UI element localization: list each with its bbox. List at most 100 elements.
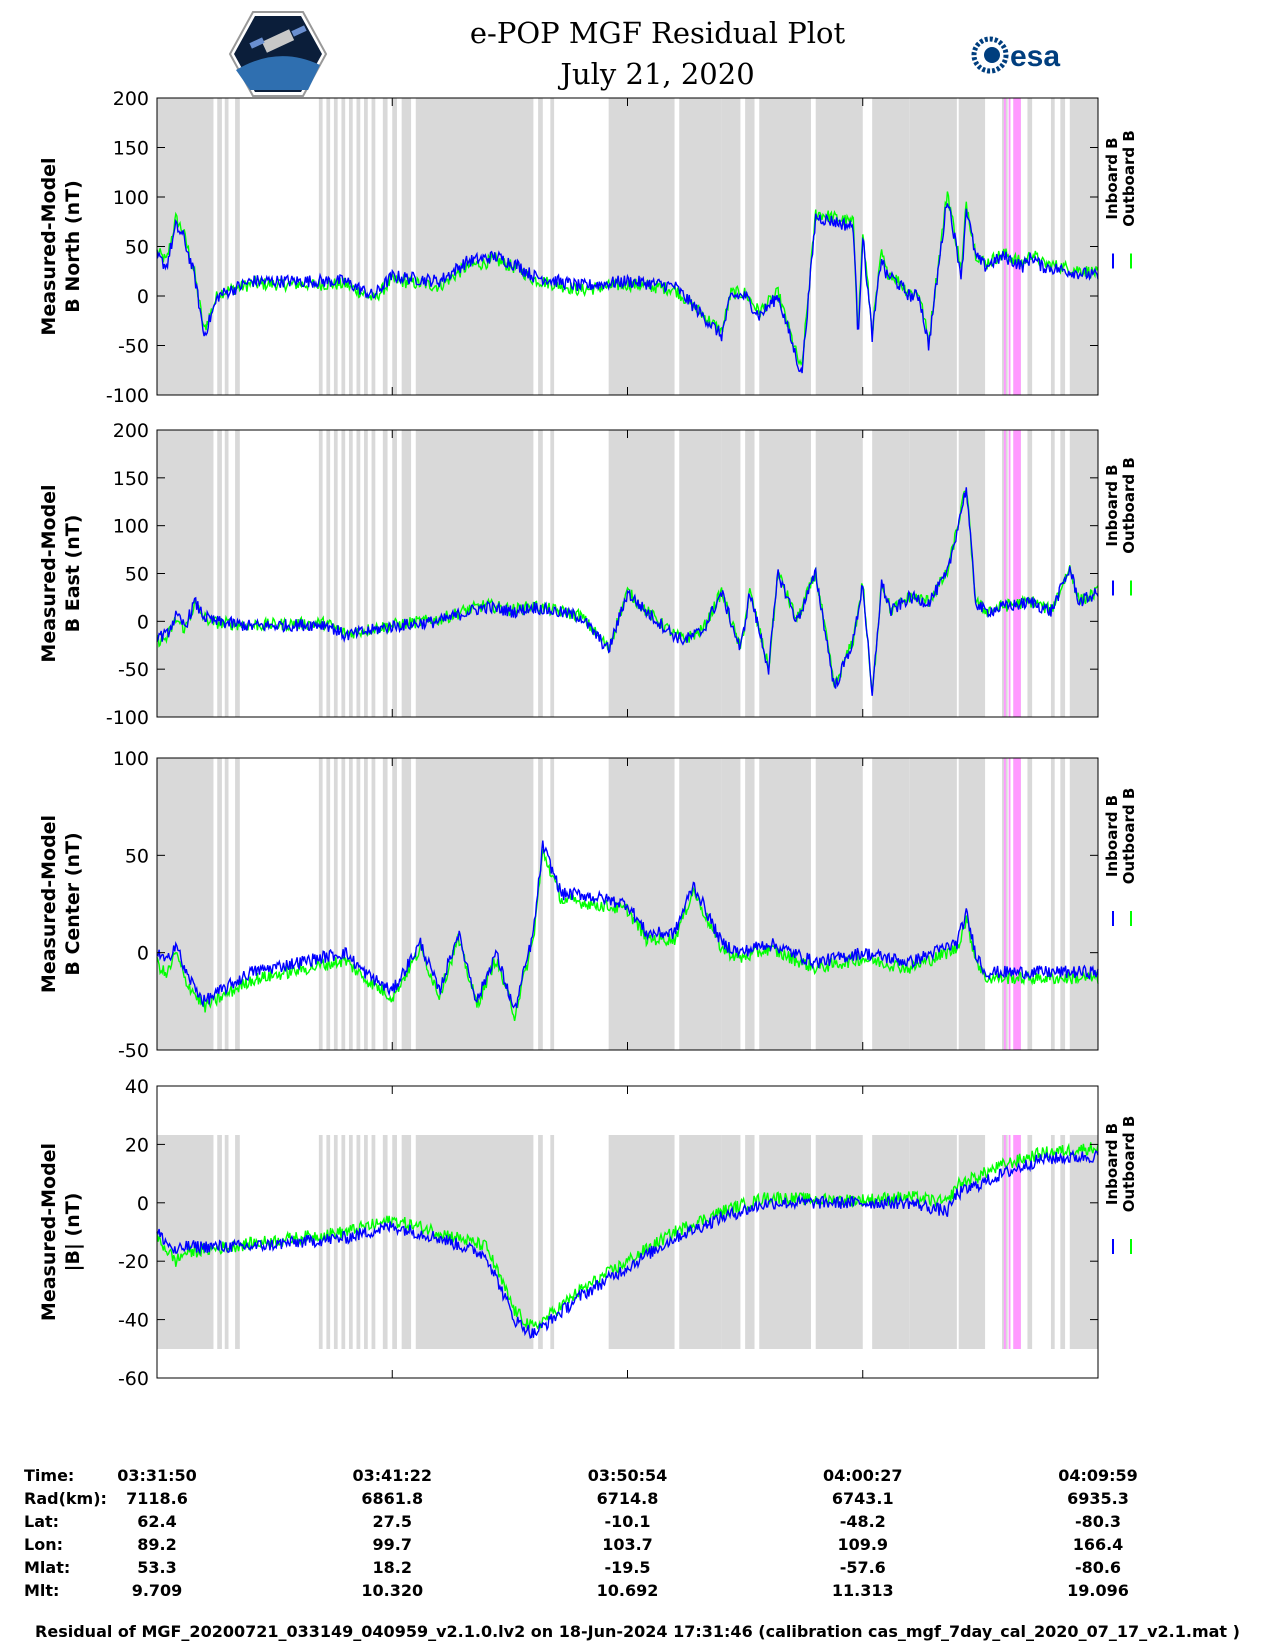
data-gap-band bbox=[608, 430, 675, 717]
data-gap-band bbox=[872, 758, 910, 1050]
panel-east: -100 -50 0 50 100 150 200 Measured-Model B East … bbox=[38, 420, 1138, 729]
data-gap-band bbox=[415, 758, 534, 1050]
data-gap-band bbox=[217, 98, 222, 395]
y-tick-label: 150 bbox=[113, 468, 149, 490]
y-tick-label: 100 bbox=[113, 748, 149, 770]
data-gap-band bbox=[371, 98, 376, 395]
data-gap-band bbox=[235, 98, 240, 395]
info-value: 03:41:22 bbox=[352, 1466, 433, 1485]
plot-date: July 21, 2020 bbox=[560, 57, 755, 91]
y-tick-label: -100 bbox=[106, 707, 149, 729]
info-value: 6743.1 bbox=[831, 1489, 894, 1508]
inboard-b-line bbox=[156, 1149, 1099, 1339]
cassiope-mission-logo bbox=[228, 11, 328, 97]
data-gap-band bbox=[401, 98, 412, 395]
data-gap-band bbox=[318, 430, 323, 717]
data-gap-band bbox=[318, 758, 323, 1050]
info-value: -57.6 bbox=[839, 1558, 886, 1577]
info-value: 9.709 bbox=[131, 1581, 183, 1600]
data-gap-band bbox=[224, 430, 229, 717]
data-gap-band bbox=[538, 430, 543, 717]
data-gap-band bbox=[759, 430, 811, 717]
highlight-band bbox=[1003, 758, 1006, 1050]
y-tick-label: -50 bbox=[118, 659, 149, 681]
data-gap-band bbox=[341, 1135, 346, 1349]
data-gap-band bbox=[348, 1135, 353, 1349]
info-value: 166.4 bbox=[1072, 1535, 1124, 1554]
legend-label: Outboard B bbox=[1120, 130, 1138, 227]
legend-label: Inboard B bbox=[1103, 1123, 1121, 1205]
info-value: 99.7 bbox=[372, 1535, 412, 1554]
data-gap-band bbox=[415, 1135, 534, 1349]
info-value: 103.7 bbox=[602, 1535, 653, 1554]
data-gap-band bbox=[401, 430, 412, 717]
outboard-b-line bbox=[156, 848, 1099, 1022]
y-axis-label: B North (nT) bbox=[62, 180, 84, 313]
data-gap-band bbox=[745, 758, 755, 1050]
info-row-label: Mlt: bbox=[24, 1581, 60, 1600]
data-gap-band bbox=[909, 98, 957, 395]
info-row-label: Time: bbox=[24, 1466, 75, 1485]
info-value: 03:50:54 bbox=[587, 1466, 668, 1485]
y-axis-label: |B| (nT) bbox=[62, 1193, 84, 1272]
highlight-band bbox=[1003, 98, 1006, 395]
info-row: Rad(km): 7118.6 6861.8 6714.8 6743.1 6935.3 bbox=[0, 1489, 1275, 1513]
data-gap-band bbox=[1060, 758, 1066, 1050]
panel-magnitude: -60 -40 -20 0 20 40 Measured-Model |B| (nT) Inbo… bbox=[38, 1076, 1138, 1390]
data-gap-band bbox=[1027, 758, 1033, 1050]
info-value: 10.320 bbox=[361, 1581, 424, 1600]
data-gap-band bbox=[364, 1135, 368, 1349]
highlight-band bbox=[1013, 430, 1021, 717]
data-gap-band bbox=[550, 98, 555, 395]
data-gap-band bbox=[382, 98, 388, 395]
y-tick-label: 50 bbox=[125, 845, 149, 867]
data-gap-band bbox=[326, 430, 331, 717]
y-axis-label: Measured-Model bbox=[38, 484, 60, 662]
data-gap-band bbox=[401, 758, 412, 1050]
y-axis-label: Measured-Model bbox=[38, 1143, 60, 1321]
highlight-band bbox=[1013, 98, 1021, 395]
data-gap-band bbox=[550, 758, 555, 1050]
data-gap-band bbox=[721, 1135, 741, 1349]
info-row: Time: 03:31:50 03:41:22 03:50:54 04:00:27 04:… bbox=[0, 1466, 1275, 1490]
outboard-b-line bbox=[156, 191, 1099, 367]
data-gap-band bbox=[538, 98, 543, 395]
data-gap-band bbox=[745, 98, 755, 395]
data-gap-band bbox=[371, 1135, 376, 1349]
data-gap-band bbox=[1069, 1135, 1098, 1349]
data-gap-band bbox=[382, 1135, 388, 1349]
data-gap-band bbox=[1060, 98, 1066, 395]
data-gap-band bbox=[1027, 98, 1033, 395]
data-gap-band bbox=[958, 758, 986, 1050]
data-gap-band bbox=[364, 430, 368, 717]
inboard-b-line bbox=[156, 487, 1099, 696]
inboard-b-line bbox=[156, 203, 1099, 374]
y-tick-label: -60 bbox=[118, 1368, 149, 1390]
data-gap-band bbox=[326, 98, 331, 395]
outboard-b-line bbox=[156, 490, 1099, 694]
data-gap-band bbox=[608, 1135, 675, 1349]
data-gap-band bbox=[392, 1135, 397, 1349]
y-axis-label: B Center (nT) bbox=[62, 832, 84, 975]
y-tick-label: 50 bbox=[125, 237, 149, 259]
panel-north: -100 -50 0 50 100 150 200 Measured-Model B North… bbox=[38, 88, 1138, 407]
data-gap-band bbox=[958, 430, 986, 717]
data-gap-band bbox=[550, 430, 555, 717]
info-row-label: Lon: bbox=[24, 1535, 63, 1554]
y-axis-label: B East (nT) bbox=[62, 515, 84, 633]
data-gap-band bbox=[224, 1135, 229, 1349]
data-gap-band bbox=[745, 430, 755, 717]
legend-label: Inboard B bbox=[1103, 137, 1121, 219]
y-axis-label: Measured-Model bbox=[38, 157, 60, 335]
info-value: 18.2 bbox=[372, 1558, 412, 1577]
y-axis-label: Measured-Model bbox=[38, 815, 60, 993]
data-gap-band bbox=[382, 430, 388, 717]
data-gap-band bbox=[1060, 1135, 1066, 1349]
info-row: Mlat: 53.3 18.2 -19.5 -57.6 -80.6 bbox=[0, 1558, 1275, 1582]
y-tick-label: 40 bbox=[125, 1076, 149, 1098]
data-gap-band bbox=[224, 98, 229, 395]
data-gap-band bbox=[1060, 430, 1066, 717]
data-gap-band bbox=[815, 1135, 863, 1349]
info-value: 62.4 bbox=[137, 1512, 177, 1531]
